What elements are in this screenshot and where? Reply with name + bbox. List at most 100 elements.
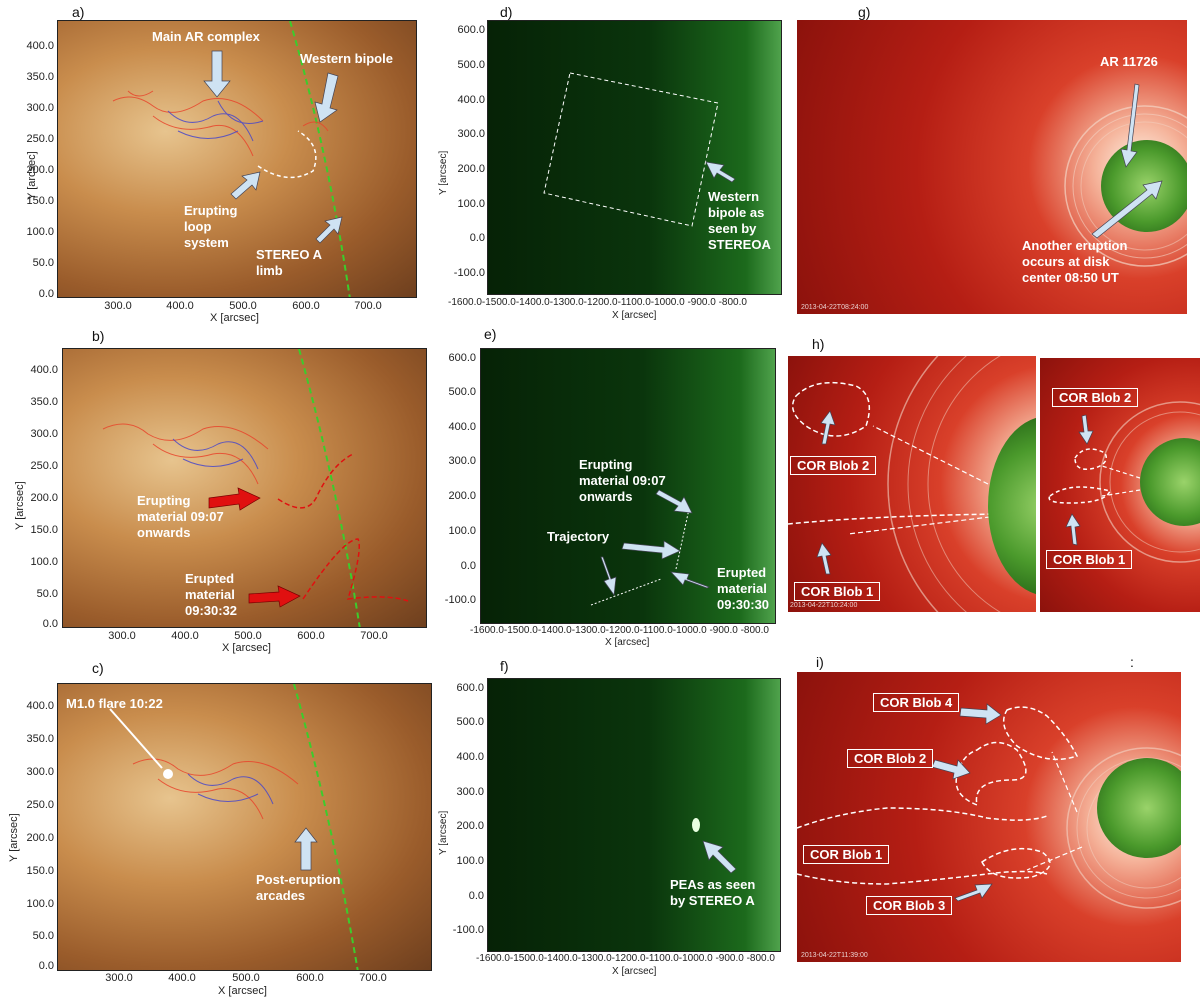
panel-d-xlabel: X [arcsec] <box>612 310 657 321</box>
panel-g-arrows <box>1091 83 1163 239</box>
xtick: 400.0 <box>168 972 196 984</box>
panel-f-letter: f) <box>500 658 509 674</box>
xtick: 400.0 <box>171 630 199 642</box>
ytick: 350.0 <box>26 733 54 745</box>
panel-c-overlay <box>109 684 359 970</box>
panel-e-xticks: -1600.0-1500.0-1400.0-1300.0-1200.0-1100… <box>470 625 769 636</box>
panel-g-image: AR 11726 Another eruption occurs at disk… <box>797 20 1187 314</box>
xtick: 600.0 <box>297 630 325 642</box>
ytick: 400.0 <box>456 751 484 763</box>
panel-h-image-right: COR Blob 2 COR Blob 1 <box>1040 358 1200 612</box>
ytick: 250.0 <box>26 133 54 145</box>
panel-e-image: Erupting material 09:07 onwards Trajecto… <box>480 348 776 624</box>
ytick: 150.0 <box>26 865 54 877</box>
ytick: 0.0 <box>38 960 54 972</box>
panel-b-ylabel: Y [arcsec] <box>14 481 26 530</box>
panel-e-overlay <box>590 489 710 606</box>
ytick: 500.0 <box>456 716 484 728</box>
ytick: 600.0 <box>456 682 484 694</box>
ytick: 400.0 <box>26 700 54 712</box>
panel-d-ylabel: Y [arcsec] <box>438 150 449 195</box>
ytick: 300.0 <box>26 102 54 114</box>
ytick: 150.0 <box>26 195 54 207</box>
panel-e-erupting-label: Erupting material 09:07 onwards <box>579 457 666 504</box>
ytick: 0.0 <box>42 618 58 630</box>
panel-i-contours <box>797 703 1083 902</box>
xtick: 500.0 <box>232 972 260 984</box>
ytick: 300.0 <box>26 766 54 778</box>
panel-a-erupting-loop-label: Erupting loop system <box>184 203 238 250</box>
ytick: 600.0 <box>448 352 476 364</box>
ytick: 200.0 <box>30 492 58 504</box>
xtick: 400.0 <box>166 300 194 312</box>
xtick: 300.0 <box>105 972 133 984</box>
panel-h-letter: h) <box>812 336 825 352</box>
panel-g-overlay <box>1064 105 1187 267</box>
ytick: 300.0 <box>30 428 58 440</box>
ytick: 50.0 <box>32 257 54 269</box>
panel-i-blob4-label: COR Blob 4 <box>873 693 960 712</box>
ytick: 300.0 <box>456 786 484 798</box>
ytick: 200.0 <box>456 820 484 832</box>
panel-e-erupted-label: Erupted material 09:30:30 <box>717 565 770 612</box>
ytick: 100.0 <box>30 556 58 568</box>
panel-b-image: Erupting material 09:07 onwards Erupted … <box>62 348 427 628</box>
ytick: 200.0 <box>448 490 476 502</box>
ytick: 600.0 <box>457 24 485 36</box>
xtick: 600.0 <box>296 972 324 984</box>
panel-d-bipole-label: Western bipole as seen by STEREOA <box>708 189 771 252</box>
panel-d-overlay <box>543 72 736 227</box>
ytick: 200.0 <box>457 163 485 175</box>
xtick: 300.0 <box>104 300 132 312</box>
panel-i-timestamp: 2013-04-22T11:39:00 <box>801 952 868 959</box>
panel-h-timestamp: 2013-04-22T10:24:00 <box>790 602 858 609</box>
panel-h-blob2-right-label: COR Blob 2 <box>1052 388 1139 407</box>
ytick: 400.0 <box>30 364 58 376</box>
panel-d-image: Western bipole as seen by STEREOA <box>487 20 782 295</box>
ytick: 200.0 <box>26 164 54 176</box>
ytick: 350.0 <box>26 71 54 83</box>
panel-c-ylabel: Y [arcsec] <box>8 813 20 862</box>
panel-c-pea-label: Post-eruption arcades <box>256 872 341 903</box>
panel-d-xticks: -1600.0-1500.0-1400.0-1300.0-1200.0-1100… <box>448 297 747 308</box>
xtick: 700.0 <box>354 300 382 312</box>
panel-i-letter: i) <box>816 654 824 670</box>
panel-a-stereo-limb-label: STEREO A limb <box>256 247 322 278</box>
panel-a-western-bipole-label: Western bipole <box>300 51 393 66</box>
panel-b-erupted-label: Erupted material 09:30:32 <box>185 571 238 618</box>
panel-f-ylabel: Y [arcsec] <box>438 810 449 855</box>
ytick: -100.0 <box>452 924 484 936</box>
panel-g-letter: g) <box>858 4 871 20</box>
panel-f-xticks: -1600.0-1500.0-1400.0-1300.0-1200.0-1100… <box>476 953 775 964</box>
xtick: 700.0 <box>359 972 387 984</box>
panel-d-letter: d) <box>500 4 513 20</box>
ytick: 100.0 <box>457 198 485 210</box>
ytick: 250.0 <box>30 460 58 472</box>
panel-a-overlay <box>112 21 351 297</box>
panel-i-blob3-label: COR Blob 3 <box>866 896 953 915</box>
panel-h-left-overlay <box>788 356 1001 612</box>
panel-f-xlabel: X [arcsec] <box>612 966 657 977</box>
panel-c-xlabel: X [arcsec] <box>218 985 267 997</box>
ytick: 50.0 <box>36 588 58 600</box>
ytick: 500.0 <box>448 386 476 398</box>
ytick: 400.0 <box>448 421 476 433</box>
xtick: 300.0 <box>108 630 136 642</box>
ytick: 100.0 <box>26 226 54 238</box>
panel-a-letter: a) <box>72 4 85 20</box>
panel-i-blob2-label: COR Blob 2 <box>847 749 934 768</box>
panel-h-blob2-left-label: COR Blob 2 <box>790 456 877 475</box>
ytick: 500.0 <box>457 59 485 71</box>
panel-a-image: Main AR complex Western bipole Erupting … <box>57 20 417 298</box>
panel-b-overlay <box>102 349 409 627</box>
panel-c-image: M1.0 flare 10:22 Post-eruption arcades <box>57 683 432 971</box>
ytick: 100.0 <box>448 525 476 537</box>
ytick: 50.0 <box>32 930 54 942</box>
ytick: 300.0 <box>448 455 476 467</box>
panel-c-letter: c) <box>92 660 104 676</box>
panel-a-ylabel: Y [arcsec] <box>26 151 38 200</box>
ytick: 100.0 <box>456 855 484 867</box>
xtick: 700.0 <box>360 630 388 642</box>
panel-a-main-ar-label: Main AR complex <box>152 29 260 44</box>
ytick: 400.0 <box>457 94 485 106</box>
